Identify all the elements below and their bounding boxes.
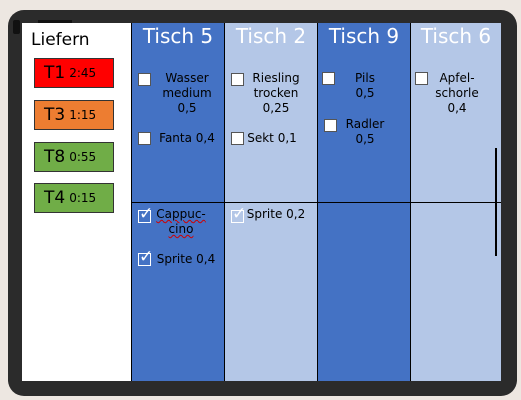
order-checkbox[interactable] [415,72,428,85]
order-checkbox-checked[interactable]: ✓ [231,206,246,223]
order-checkbox[interactable] [231,132,244,145]
ticket-t4[interactable]: T4 0:15 [34,183,114,213]
ticket-time: 2:45 [69,66,97,80]
ticket-t1[interactable]: T1 2:45 [34,58,114,88]
ticket-t3[interactable]: T3 1:15 [34,100,114,130]
speaker-slot [38,20,72,24]
delivery-sidebar: Liefern T1 2:45 T3 1:15 T8 0:55 T4 0:15 [22,23,131,381]
served-item[interactable]: Sprite 0,4 [156,252,216,266]
order-checkbox[interactable] [231,73,244,86]
ticket-t8[interactable]: T8 0:55 [34,142,114,172]
ticket-time: 0:55 [69,150,97,164]
table-title[interactable]: Tisch 5 [142,24,214,48]
order-item[interactable]: Apfel- schorle 0,4 [435,71,479,115]
ticket-table: T8 [44,147,66,167]
order-checkbox[interactable] [324,119,337,132]
table-title[interactable]: Tisch 6 [420,24,492,48]
order-item[interactable]: Fanta 0,4 [159,131,215,145]
table-title[interactable]: Tisch 2 [235,24,307,48]
order-checkbox-checked[interactable]: ✓ [138,206,153,223]
table-title[interactable]: Tisch 9 [328,24,400,48]
served-item[interactable]: Cappuc- cino [156,207,206,236]
ticket-table: T1 [44,63,66,83]
order-checkbox[interactable] [322,72,335,85]
ticket-table: T4 [44,188,66,208]
order-item[interactable]: Pils 0,5 [355,71,375,100]
order-item[interactable]: Sekt 0,1 [247,131,297,145]
checkmark-icon: ✓ [139,247,154,267]
order-item[interactable]: Wasser medium 0,5 [162,71,212,115]
order-checkbox[interactable] [138,132,151,145]
order-item[interactable]: Radler 0,5 [345,117,385,146]
order-checkbox-checked[interactable]: ✓ [138,249,153,266]
ticket-table: T3 [44,105,66,125]
ticket-time: 0:15 [69,191,97,205]
scrollbar[interactable] [495,148,497,256]
order-item[interactable]: Riesling trocken 0,25 [252,71,300,115]
checkmark-icon: ✓ [232,204,247,224]
camera-dot [13,20,20,34]
order-checkbox[interactable] [138,73,151,86]
ticket-time: 1:15 [69,108,97,122]
served-item[interactable]: Sprite 0,2 [246,207,306,221]
open-served-divider [131,202,501,203]
checkmark-icon: ✓ [139,204,154,224]
screen: Liefern T1 2:45 T3 1:15 T8 0:55 T4 0:15 … [22,23,501,381]
sidebar-title: Liefern [31,30,90,50]
